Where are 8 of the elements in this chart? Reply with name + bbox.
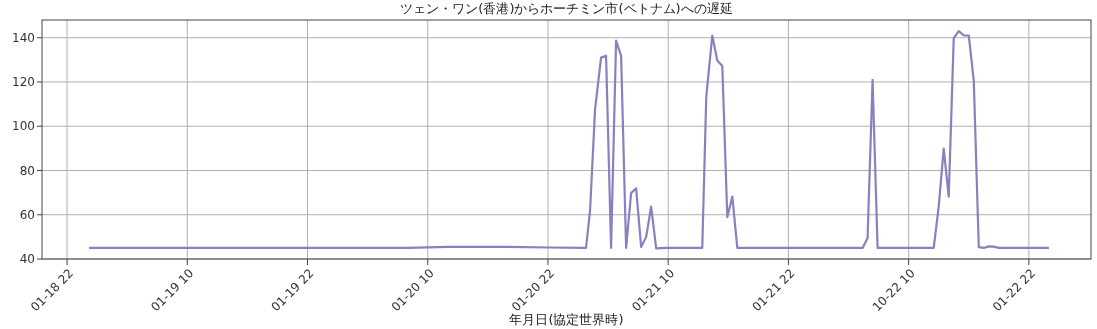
y-tick-label: 40 <box>19 252 35 267</box>
y-tick-label: 100 <box>12 119 35 134</box>
chart-title: ツェン・ワン(香港)からホーチミン市(ベトナム)への遅延 <box>400 1 733 16</box>
y-tick-label: 120 <box>12 75 35 90</box>
y-tick-label: 140 <box>12 30 35 45</box>
x-axis-title: 年月日(協定世界時) <box>509 312 624 327</box>
y-tick-label: 60 <box>19 207 35 222</box>
y-tick-label: 80 <box>19 163 35 178</box>
